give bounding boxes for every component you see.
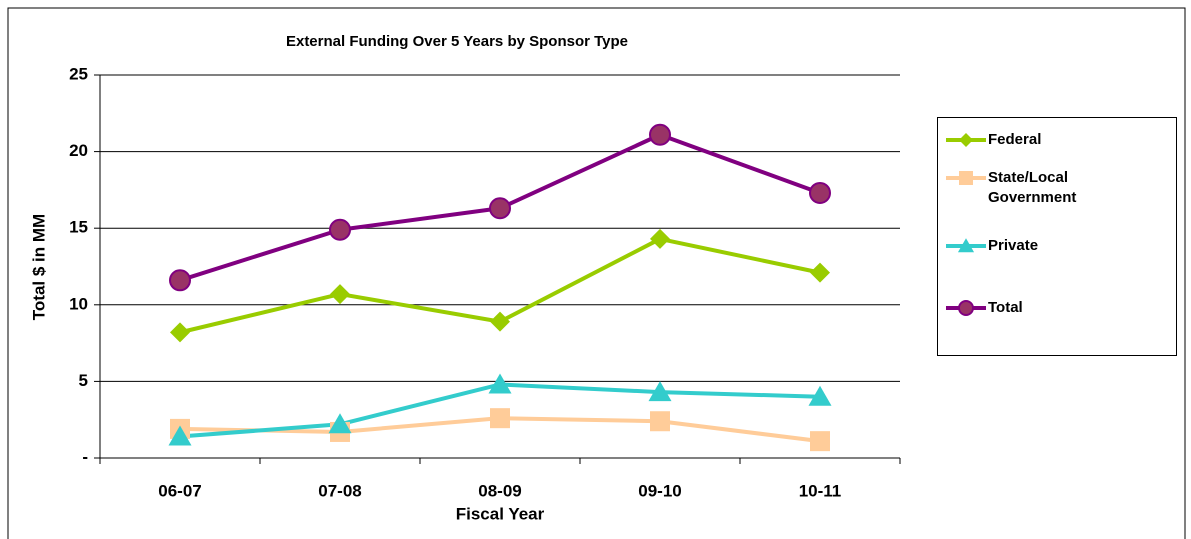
data-point [649,123,671,146]
data-point [810,431,830,452]
y-tick-label: 15 [69,218,88,237]
legend-entry: Total [944,298,1138,319]
legend-entry: Private [944,236,1138,257]
data-point [328,413,352,434]
data-point [489,197,511,220]
legend-label: Federal [988,131,1042,148]
data-point [170,322,190,343]
data-point [650,228,670,249]
y-axis-label: Total $ in MM [29,214,48,320]
x-tick-label: 07-08 [318,481,361,500]
y-tick-label: 10 [69,294,88,313]
data-point [169,269,191,292]
data-point [168,425,192,446]
data-point [808,385,832,406]
y-tick-label: 20 [69,141,88,160]
data-point [490,408,510,429]
y-tick-label: 5 [79,371,88,390]
legend-label: Total [988,299,1023,316]
y-tick-label: - [82,447,88,466]
data-point [488,373,512,394]
x-axis-label: Fiscal Year [456,504,545,523]
data-point [809,181,831,204]
chart-title: External Funding Over 5 Years by Sponsor… [286,33,628,50]
legend-label: State/Local Government [988,169,1077,206]
data-point [650,411,670,432]
legend-marker [958,300,974,316]
chart-border [7,7,1186,539]
data-point [810,262,830,283]
data-point [329,218,351,241]
legend-swatch [946,238,986,253]
legend: Federal State/Local Government Private Tota… [937,117,1177,356]
x-tick-label: 06-07 [158,481,201,500]
legend-marker [957,238,975,253]
x-tick-label: 10-11 [799,481,842,500]
legend-swatch [946,171,986,185]
legend-swatch [946,300,986,316]
legend-entry: State/Local Government [944,168,1138,208]
legend-label: Private [988,237,1039,254]
y-tick-label: 25 [69,64,88,83]
x-tick-label: 09-10 [638,481,681,500]
legend-swatch [946,133,986,147]
legend-marker [959,133,973,147]
data-point [648,381,672,402]
data-point [330,284,350,305]
legend-marker [959,171,973,185]
legend-entry: Federal [944,130,1138,151]
data-point [490,311,510,332]
x-tick-label: 08-09 [478,481,521,500]
